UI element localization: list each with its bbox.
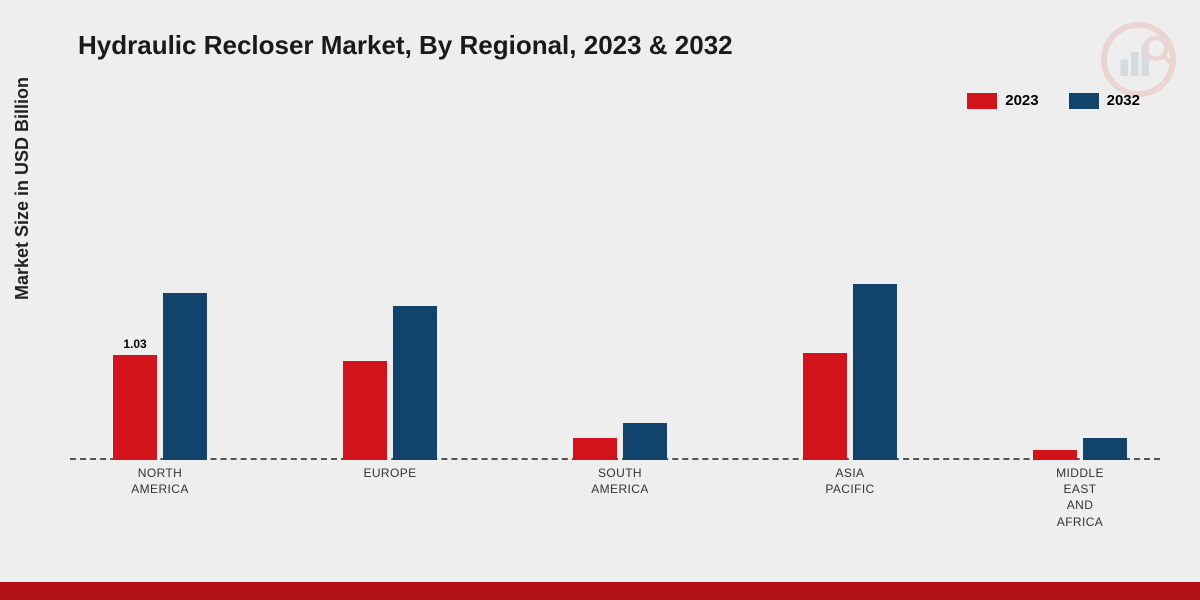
legend-label: 2032 [1107,92,1140,109]
bar [393,306,437,460]
x-axis-category-label: MIDDLEEASTANDAFRICA [1010,465,1150,530]
bar-group [780,284,920,460]
bar-group [1010,438,1150,460]
bar-value-label: 1.03 [123,337,146,351]
x-axis-category-label: NORTHAMERICA [90,465,230,497]
bar: 1.03 [113,355,157,460]
legend-swatch-2032 [1069,93,1099,109]
bar [1033,450,1077,460]
bar [573,438,617,460]
bar [623,423,667,460]
bar-group [550,423,690,460]
legend: 2023 2032 [967,92,1140,109]
footer-bar [0,582,1200,600]
bar [803,353,847,460]
x-axis-category-label: ASIAPACIFIC [780,465,920,497]
legend-swatch-2023 [967,93,997,109]
bar [853,284,897,460]
chart-title: Hydraulic Recloser Market, By Regional, … [78,30,733,61]
legend-label: 2023 [1005,92,1038,109]
bar [343,361,387,460]
x-axis-category-label: EUROPE [320,465,460,481]
x-axis-labels: NORTHAMERICA EUROPE SOUTHAMERICA ASIAPACIFI… [70,465,1160,555]
x-axis-category-label: SOUTHAMERICA [550,465,690,497]
bar [1083,438,1127,460]
y-axis-label: Market Size in USD Billion [12,77,33,300]
legend-item-2023: 2023 [967,92,1038,109]
watermark-logo [1101,22,1176,97]
legend-item-2032: 2032 [1069,92,1140,109]
chart-plot-area: 1.03 [70,135,1160,460]
bar-group: 1.03 [90,293,230,460]
bar [163,293,207,460]
bar-group [320,306,460,460]
